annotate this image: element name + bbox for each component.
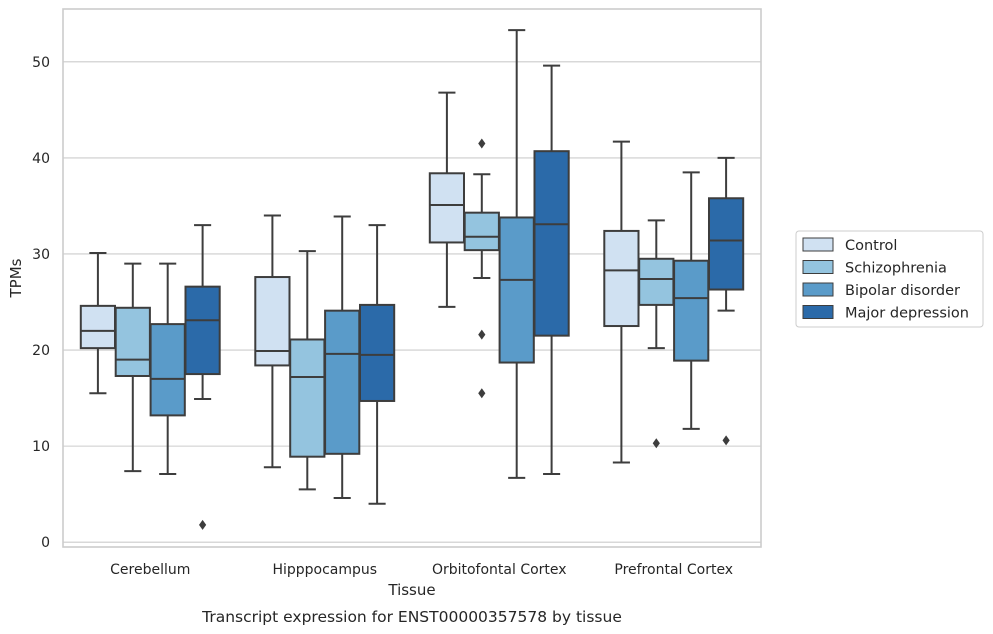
box-bipolar-disorder: [498, 29, 535, 479]
box-bipolar-disorder: [673, 171, 710, 430]
box-iqr: [114, 306, 151, 377]
box-iqr: [428, 172, 466, 244]
box-bipolar-disorder: [149, 262, 186, 475]
box-control: [603, 140, 640, 464]
legend-label: Schizophrenia: [845, 261, 947, 277]
box-iqr: [463, 211, 500, 252]
y-tick-label: 50: [32, 55, 50, 71]
box-iqr: [149, 323, 186, 417]
legend-label: Bipolar disorder: [845, 283, 960, 299]
box-plot-area: [79, 29, 745, 530]
legend-swatch: [802, 237, 834, 252]
y-tick-label: 30: [32, 247, 50, 263]
chart-caption: Transcript expression for ENST0000035757…: [201, 608, 622, 626]
legend-swatch: [802, 282, 834, 297]
box-iqr: [533, 150, 570, 337]
box-iqr: [673, 259, 710, 362]
outlier-point: [199, 519, 207, 530]
box-iqr: [358, 303, 396, 402]
legend-swatch: [802, 305, 834, 319]
box-iqr: [184, 285, 221, 376]
x-tick-label: Prefrontal Cortex: [614, 562, 733, 578]
legend-frame: [795, 230, 984, 328]
outlier-point: [478, 388, 486, 399]
outlier-point: [478, 329, 486, 340]
outlier-point: [478, 138, 486, 149]
y-tick-label: 40: [32, 151, 50, 167]
x-axis-ticks: Cerebellum Hipppocampus Orbitofontal Corte…: [110, 562, 733, 578]
box-major-depression: [533, 64, 570, 475]
x-axis-label: Tissue: [387, 581, 435, 599]
box-schizophrenia: [114, 262, 151, 473]
y-axis-ticks: 0 10 20 30 40 50: [32, 55, 50, 551]
outlier-point: [652, 438, 660, 449]
box-control: [254, 214, 291, 469]
legend-swatch: [802, 260, 834, 274]
legend: Control Schizophrenia Bipolar disorder Majo…: [795, 230, 984, 328]
y-tick-label: 0: [41, 535, 50, 551]
box-bipolar-disorder: [324, 215, 361, 500]
box-schizophrenia: [638, 219, 675, 449]
box-control: [428, 91, 466, 308]
box-control: [79, 252, 117, 395]
x-tick-label: Hipppocampus: [272, 562, 377, 578]
y-tick-label: 20: [32, 343, 50, 359]
box-iqr: [324, 309, 361, 455]
legend-label: Control: [845, 238, 897, 254]
box-iqr: [498, 216, 535, 364]
plot-frame: [62, 8, 762, 548]
y-axis-label: TPMs: [7, 258, 25, 298]
box-iqr: [603, 229, 640, 328]
box-major-depression: [707, 156, 745, 446]
box-iqr: [707, 197, 745, 291]
box-schizophrenia: [463, 138, 500, 399]
box-major-depression: [358, 224, 396, 505]
outlier-point: [722, 435, 730, 446]
legend-label: Major depression: [845, 306, 969, 322]
y-tick-label: 10: [32, 439, 50, 455]
box-iqr: [79, 304, 117, 350]
box-iqr: [638, 257, 675, 306]
box-iqr: [254, 276, 291, 367]
box-iqr: [289, 338, 326, 458]
box-major-depression: [184, 224, 221, 530]
x-tick-label: Orbitofontal Cortex: [432, 562, 567, 578]
x-tick-label: Cerebellum: [110, 562, 190, 578]
box-schizophrenia: [289, 250, 326, 491]
